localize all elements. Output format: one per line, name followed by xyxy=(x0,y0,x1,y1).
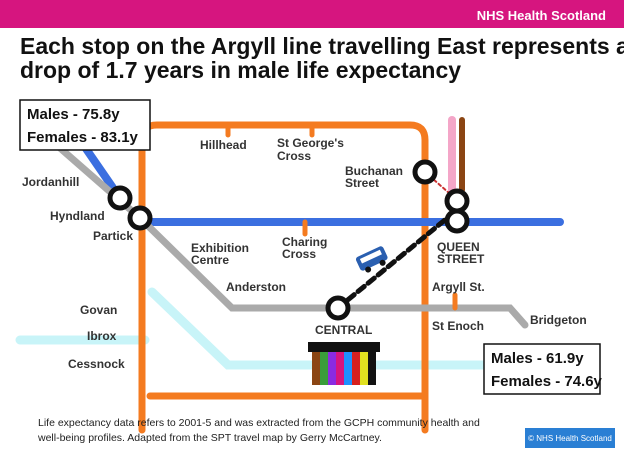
station-label: Centre xyxy=(191,253,229,267)
title-line: drop of 1.7 years in male life expectanc… xyxy=(20,57,461,83)
map xyxy=(15,116,564,434)
station-label: St Enoch xyxy=(432,319,484,333)
bus-icon xyxy=(355,246,388,273)
copyright-badge xyxy=(525,428,615,448)
header-bar xyxy=(0,0,624,28)
station-label: St George's xyxy=(277,136,344,150)
stop-tick xyxy=(225,122,458,311)
title-line: Each stop on the Argyll line travelling … xyxy=(20,33,624,59)
station-label: Cessnock xyxy=(68,357,125,371)
brand: NHS Health Scotland xyxy=(477,8,606,23)
station-label: Bridgeton xyxy=(530,313,587,327)
start-female: Females - 83.1y xyxy=(27,129,139,146)
end-female: Females - 74.6y xyxy=(491,373,603,390)
station-label: Anderston xyxy=(226,280,286,294)
start-male: Males - 75.8y xyxy=(27,106,120,123)
start-box xyxy=(19,99,151,151)
station-label: Charing xyxy=(282,235,327,249)
station-label: Exhibition xyxy=(191,241,249,255)
station-label: STREET xyxy=(437,252,485,266)
walk-link xyxy=(335,207,460,311)
station-label: Govan xyxy=(80,303,117,317)
station-label: Buchanan xyxy=(345,164,403,178)
station-label: Hyndland xyxy=(50,209,105,223)
station-label: Argyll St. xyxy=(432,280,485,294)
copyright: © NHS Health Scotland xyxy=(528,434,612,443)
footnote: Life expectancy data refers to 2001-5 an… xyxy=(38,417,480,429)
cyan-line xyxy=(15,287,489,370)
station-label: Hillhead xyxy=(200,138,247,152)
blue-line xyxy=(76,136,564,226)
station-label: Jordanhill xyxy=(22,175,79,189)
station-label: Cross xyxy=(282,247,316,261)
station-label: Ibrox xyxy=(87,329,117,343)
station-labels: Hillhead St George's Cross Jordanhill Hy… xyxy=(22,136,587,371)
station-circles xyxy=(107,159,470,321)
end-male: Males - 61.9y xyxy=(491,350,584,367)
station-label: Cross xyxy=(277,149,311,163)
central-building xyxy=(308,342,380,385)
station-label: QUEEN xyxy=(437,240,480,254)
station-label: CENTRAL xyxy=(315,323,372,337)
station-label: Street xyxy=(345,176,379,190)
station-label: Partick xyxy=(93,229,133,243)
footnote: well-being profiles. Adapted from the SP… xyxy=(37,432,382,444)
end-box xyxy=(483,343,601,395)
